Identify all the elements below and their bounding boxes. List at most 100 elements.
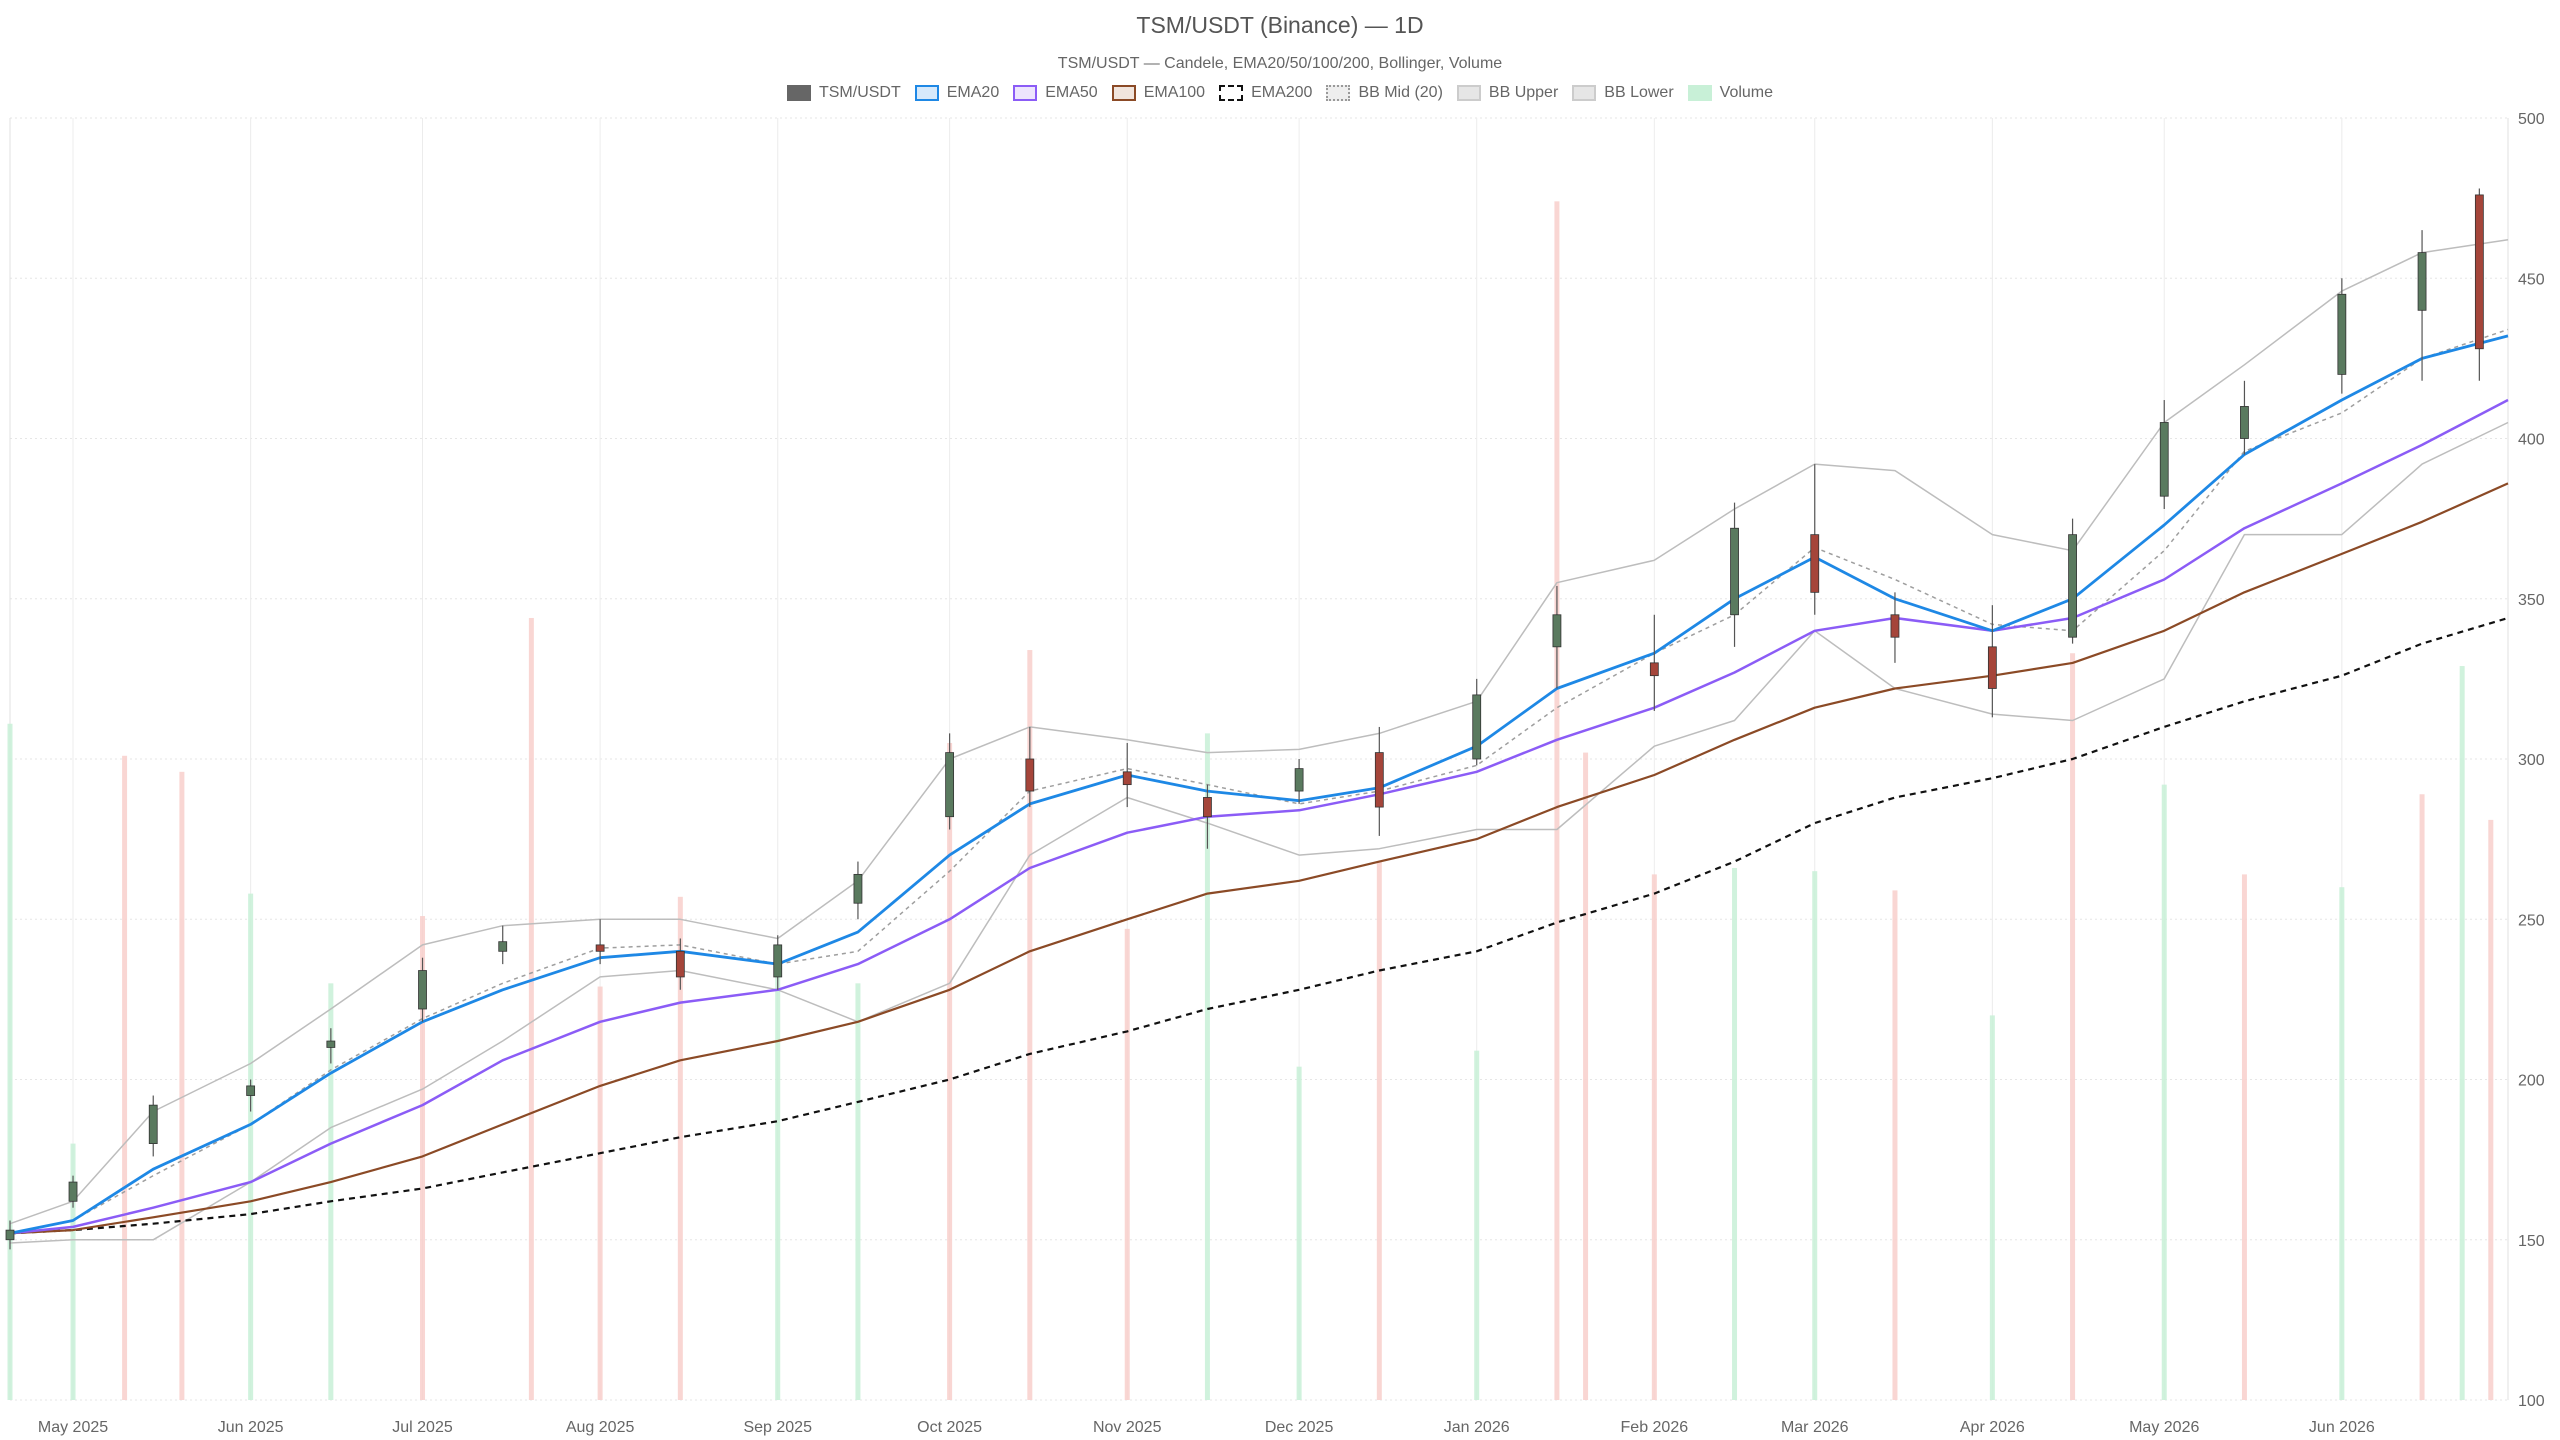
legend-swatch: [1219, 85, 1244, 101]
y-tick-label: 200: [2518, 1073, 2545, 1090]
candle-body: [148, 1104, 158, 1145]
candle-body: [1374, 752, 1384, 808]
legend-label: Volume: [1719, 84, 1774, 101]
volume-bar: [775, 948, 781, 1400]
y-tick-label: 350: [2518, 592, 2545, 609]
x-tick-label: Jan 2026: [1444, 1419, 1510, 1436]
legend-label: TSM/USDT: [818, 84, 901, 101]
candle-body: [1294, 768, 1304, 792]
legend-label: BB Upper: [1488, 84, 1559, 101]
chart-subtitle: TSM/USDT — Candele, EMA20/50/100/200, Bo…: [1057, 55, 1503, 72]
candle-body: [773, 944, 783, 978]
candle-body: [2240, 406, 2249, 439]
legend-swatch: [786, 85, 811, 101]
legend-swatch: [1687, 85, 1712, 101]
volume-bar: [1204, 733, 1210, 1400]
volume-bar: [1027, 650, 1033, 1400]
bb-lower-line: [9, 421, 2509, 1244]
volume-bar: [1812, 871, 1818, 1400]
x-tick-label: Jun 2026: [2309, 1419, 2375, 1436]
candle-body: [68, 1181, 78, 1202]
candle-body: [2068, 534, 2077, 638]
legend-label: EMA50: [1045, 84, 1098, 101]
legend-swatch: [1572, 85, 1597, 101]
volume-bar: [70, 1143, 76, 1400]
candle-body: [5, 1229, 15, 1241]
legend-label: BB Lower: [1604, 84, 1674, 101]
x-tick-label: Aug 2025: [566, 1419, 635, 1436]
volume-bar: [420, 916, 426, 1400]
legend-swatch: [1326, 85, 1351, 101]
ema20-line: [9, 334, 2509, 1235]
x-tick-label: Feb 2026: [1621, 1419, 1689, 1436]
candle-body: [853, 873, 863, 904]
x-tick-label: May 2026: [2129, 1419, 2199, 1436]
volume-bar: [855, 983, 861, 1400]
bb-upper-line: [9, 239, 2509, 1225]
chart-title: TSM/USDT (Binance) — 1D: [1136, 12, 1424, 38]
candle-body: [2417, 252, 2427, 311]
volume-bar: [1651, 874, 1657, 1400]
volume-bar: [1474, 1050, 1480, 1400]
y-tick-label: 450: [2518, 271, 2545, 288]
y-tick-label: 150: [2518, 1233, 2545, 1250]
candle-body: [1810, 534, 1820, 593]
candle-body: [1472, 694, 1482, 760]
legend-swatch: [1013, 85, 1038, 101]
volume-bar: [2488, 819, 2494, 1400]
bb-mid-line: [9, 328, 2509, 1235]
legend-swatch: [1456, 85, 1481, 101]
candle-body: [418, 970, 427, 1010]
x-tick-label: Sep 2025: [743, 1419, 812, 1436]
x-tick-label: Jun 2025: [218, 1419, 284, 1436]
candle-body: [2337, 293, 2347, 375]
volume-bar: [1583, 752, 1589, 1400]
volume-bar: [7, 723, 13, 1400]
volume-bar: [1989, 1015, 1995, 1400]
volume-bar: [2339, 887, 2345, 1400]
volume-bar: [1892, 890, 1898, 1400]
volume-bar: [248, 893, 254, 1400]
ema100-line: [9, 482, 2509, 1235]
legend-label: BB Mid (20): [1358, 84, 1443, 101]
volume-bar: [1376, 861, 1382, 1400]
legend-label: EMA20: [946, 84, 1000, 101]
volume-bar: [1296, 1066, 1302, 1400]
candle-body: [945, 752, 955, 818]
x-tick-label: Jul 2025: [392, 1419, 453, 1436]
candle-body: [595, 944, 605, 952]
x-tick-label: May 2025: [38, 1419, 108, 1436]
legend-swatch: [914, 85, 939, 101]
candle-body: [2474, 194, 2484, 350]
candle-body: [1552, 614, 1562, 648]
volume-bar: [1732, 867, 1738, 1400]
x-tick-label: Oct 2025: [917, 1419, 982, 1436]
volume-bar: [2241, 874, 2247, 1400]
candle-body: [1890, 614, 1900, 638]
volume-bar: [1554, 201, 1560, 1401]
candle-body: [1025, 758, 1035, 792]
legend-label: EMA100: [1143, 84, 1206, 101]
legend-swatch: [1111, 85, 1136, 101]
volume-bar: [328, 983, 334, 1400]
legend-item: EMA50: [1013, 84, 1098, 102]
volume-bar: [2459, 666, 2465, 1400]
legend-item: BB Lower: [1572, 84, 1674, 102]
volume-bar: [1124, 928, 1130, 1400]
x-tick-label: Apr 2026: [1960, 1419, 2025, 1436]
candle-body: [675, 950, 685, 978]
chart-legend: TSM/USDT EMA20 EMA50 EMA100 EMA200 BB Mid (20…: [0, 84, 2560, 102]
legend-label: EMA200: [1251, 84, 1313, 101]
candle-body: [246, 1085, 256, 1096]
legend-item: TSM/USDT: [786, 84, 901, 102]
ema200-line: [9, 616, 2509, 1235]
y-tick-label: 100: [2518, 1393, 2545, 1410]
candle-body: [498, 941, 508, 952]
volume-bar: [528, 617, 534, 1400]
candle-body: [1122, 771, 1132, 786]
volume-bar: [179, 771, 185, 1400]
volume-bar: [597, 986, 603, 1400]
y-tick-label: 400: [2518, 432, 2545, 449]
legend-item: EMA20: [914, 84, 1000, 102]
